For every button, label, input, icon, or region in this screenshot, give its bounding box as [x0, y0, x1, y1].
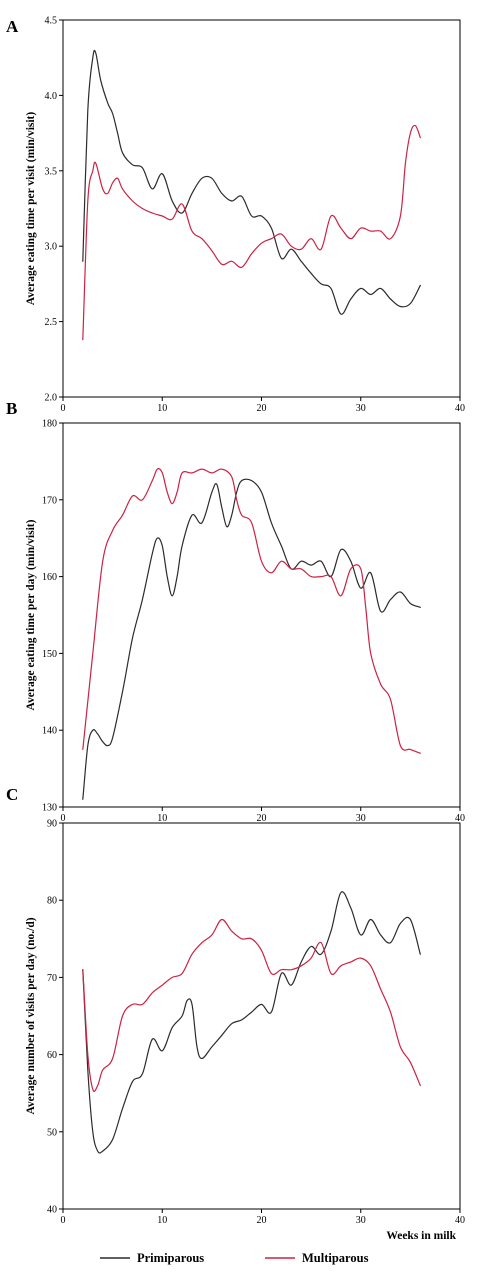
legend: Primiparous Multiparous [100, 1251, 369, 1265]
x-tick-label-b: 10 [157, 813, 167, 824]
panel-label-c: C [6, 785, 18, 804]
y-tick-label-b: 180 [42, 419, 57, 430]
y-axis-label-b: Average eating time per day (min/visit) [25, 519, 37, 710]
y-tick-label-a: 2.0 [45, 393, 58, 404]
chart-panel-b: B 130 140 150 160 170 180 0 10 20 30 40 Average eati… [6, 399, 465, 824]
x-tick-label-a: 30 [356, 403, 366, 414]
y-tick-label-a: 4.0 [45, 91, 58, 102]
y-tick-label-b: 150 [42, 649, 57, 660]
y-tick-label-b: 160 [42, 572, 57, 583]
plot-frame-a [62, 19, 461, 398]
y-axis-label-c: Average number of visits per day (no./d) [25, 917, 37, 1114]
panel-label-a: A [6, 17, 19, 36]
chart-panel-c: C 40 50 60 70 80 90 0 10 20 30 40 Average number of … [6, 785, 465, 1242]
series-line-primiparous-a [82, 49, 421, 315]
x-tick-label-b: 40 [455, 813, 465, 824]
x-tick-label-b: 30 [356, 813, 366, 824]
x-tick-label-b: 0 [61, 813, 66, 824]
plot-frame-b [62, 422, 461, 808]
y-axis-label-a: Average eating time per visit (min/visit… [25, 112, 37, 306]
x-tick-label-a: 0 [61, 403, 66, 414]
y-tick-label-a: 2.5 [45, 317, 58, 328]
y-tick-label-c: 50 [47, 1127, 57, 1138]
x-tick-label-a: 40 [455, 403, 465, 414]
y-tick-label-b: 130 [42, 803, 57, 814]
legend-label-primiparous: Primiparous [137, 1251, 204, 1265]
y-tick-label-c: 60 [47, 1050, 57, 1061]
y-tick-label-a: 4.5 [45, 16, 58, 27]
x-tick-label-c: 40 [455, 1215, 465, 1226]
series-line-primiparous-b [82, 478, 421, 800]
y-tick-label-b: 140 [42, 726, 57, 737]
x-tick-label-c: 30 [356, 1215, 366, 1226]
series-line-multiparous-a [82, 124, 421, 341]
x-tick-label-c: 0 [61, 1215, 66, 1226]
y-tick-label-b: 170 [42, 495, 57, 506]
y-tick-label-a: 3.0 [45, 242, 58, 253]
x-tick-label-c: 20 [257, 1215, 267, 1226]
x-axis-label-c: Weeks in milk [386, 1230, 456, 1242]
panel-label-b: B [6, 399, 17, 418]
x-tick-label-a: 10 [157, 403, 167, 414]
x-tick-label-b: 20 [257, 813, 267, 824]
y-tick-label-c: 40 [47, 1205, 57, 1216]
y-tick-label-c: 90 [47, 819, 57, 830]
series-line-primiparous-c [82, 891, 421, 1154]
series-line-multiparous-c [82, 918, 421, 1092]
y-tick-label-a: 3.5 [45, 166, 58, 177]
y-tick-label-c: 80 [47, 896, 57, 907]
legend-label-multiparous: Multiparous [302, 1251, 369, 1265]
panels-layer: A 2.0 2.5 3.0 3.5 4.0 4.5 0 10 20 30 40 Average eati… [6, 16, 465, 1243]
x-tick-label-a: 20 [257, 403, 267, 414]
series-line-multiparous-b [82, 468, 421, 754]
y-tick-label-c: 70 [47, 973, 57, 984]
x-tick-label-c: 10 [157, 1215, 167, 1226]
chart-panel-a: A 2.0 2.5 3.0 3.5 4.0 4.5 0 10 20 30 40 Average eati… [6, 16, 465, 415]
